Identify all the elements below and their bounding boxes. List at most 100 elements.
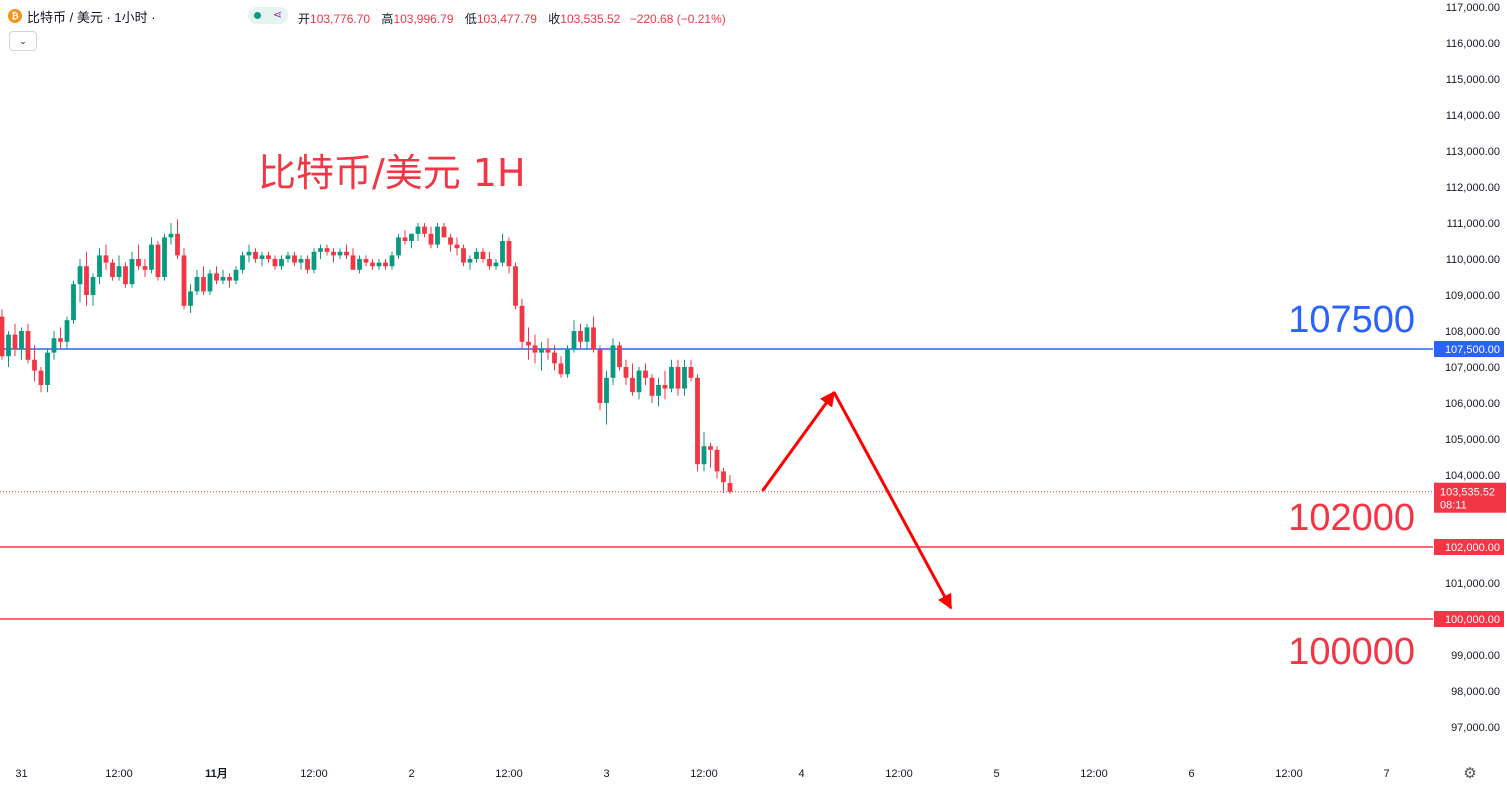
candle (233, 266, 239, 285)
candle-body (545, 349, 551, 353)
candle-body (337, 251, 343, 256)
change-value: −220.68 (−0.21%) (629, 12, 726, 26)
y-tick-label: 106,000.00 (1445, 398, 1500, 410)
candle (610, 338, 616, 385)
candle-body (129, 259, 135, 285)
candle-body (669, 367, 674, 389)
candle-body (6, 334, 11, 357)
low-label: 低 (464, 12, 477, 26)
candle (285, 251, 291, 263)
candle (708, 442, 713, 468)
x-tick-label: 12:00 (495, 768, 523, 780)
candle (71, 280, 76, 324)
candle (324, 244, 330, 256)
candle (591, 316, 596, 353)
candle (201, 266, 206, 295)
candle (649, 374, 655, 403)
status-pill[interactable]: ⋖ (248, 7, 288, 24)
candle-body (656, 385, 661, 396)
candle (545, 338, 551, 360)
candle-body (64, 320, 70, 342)
candle-body (519, 305, 525, 342)
y-tick-label: 109,000.00 (1445, 290, 1500, 302)
candle-body (259, 255, 265, 259)
candle (331, 248, 336, 263)
candle-body (292, 255, 297, 263)
candle-body (558, 363, 564, 375)
candle-body (51, 338, 57, 353)
candle (103, 244, 109, 270)
candle (6, 331, 11, 367)
candle (220, 269, 226, 285)
y-tick-label: 115,000.00 (1446, 74, 1500, 86)
candle-body (318, 248, 323, 252)
candle (688, 359, 694, 382)
candle (714, 446, 720, 479)
candle-body (155, 244, 161, 277)
symbol-title[interactable]: 比特币 / 美元 · 1小时 · (27, 9, 156, 25)
candle-body (90, 277, 96, 295)
candle (662, 370, 668, 400)
candle (721, 467, 726, 493)
candle (116, 255, 122, 281)
y-tick-label: 116,000.00 (1446, 38, 1500, 50)
candle-body (194, 277, 200, 292)
high-value: 103,996.79 (393, 12, 454, 26)
low-value: 103,477.79 (476, 12, 537, 26)
candle-body (708, 446, 713, 450)
y-tick-label: 107,000.00 (1445, 362, 1500, 374)
candle-body (480, 251, 486, 259)
candle (532, 334, 538, 364)
x-tick-label: 5 (993, 768, 999, 780)
level-label-107500: 107500 (1288, 299, 1415, 341)
candle (155, 241, 161, 281)
settings-button[interactable]: ⚙ (1461, 764, 1479, 782)
candle (428, 226, 434, 249)
candle (415, 223, 421, 241)
candle-body (207, 273, 213, 292)
collapse-button[interactable]: ⌄ (9, 31, 37, 51)
candle-body (298, 259, 304, 263)
candle (558, 356, 564, 378)
candle (12, 323, 18, 357)
candle (409, 233, 414, 249)
candle-body (441, 226, 447, 238)
candle (337, 248, 343, 259)
candle-body (539, 349, 544, 353)
candle (630, 363, 635, 396)
level-badge-102000 (1434, 539, 1504, 555)
open-value: 103,776.70 (310, 12, 371, 26)
candle-body (311, 251, 317, 270)
candle (571, 320, 577, 353)
level-badge-label: 102,000.00 (1445, 542, 1500, 554)
candle-body (97, 255, 102, 277)
candle-body (279, 259, 284, 267)
candle (376, 259, 382, 270)
candle-body (597, 349, 603, 403)
x-tick-label: 12:00 (300, 768, 328, 780)
candle (38, 367, 44, 393)
candle-body (630, 377, 635, 393)
candle (90, 273, 96, 306)
candle-body (38, 370, 44, 385)
share-icon[interactable]: ⋖ (272, 9, 283, 21)
last-price-badge (1434, 482, 1506, 513)
candle-body (71, 284, 76, 321)
candle (480, 248, 486, 263)
candle-body (578, 331, 583, 342)
candle-body (12, 334, 18, 349)
x-tick-label: 11月 (205, 767, 228, 780)
candle-body (636, 370, 642, 393)
projection-arrow-up[interactable] (761, 390, 836, 492)
projection-arrow-down[interactable] (832, 391, 953, 610)
level-label-102000: 102000 (1288, 497, 1415, 539)
candle-body (727, 483, 733, 492)
candle (25, 323, 31, 364)
candle (32, 345, 37, 382)
x-tick-label: 4 (798, 768, 804, 780)
candle (298, 255, 304, 270)
candle (467, 255, 473, 270)
candle-body (701, 446, 707, 465)
symbol-header[interactable]: ₿ 比特币 / 美元 · 1小时 · (8, 6, 156, 26)
